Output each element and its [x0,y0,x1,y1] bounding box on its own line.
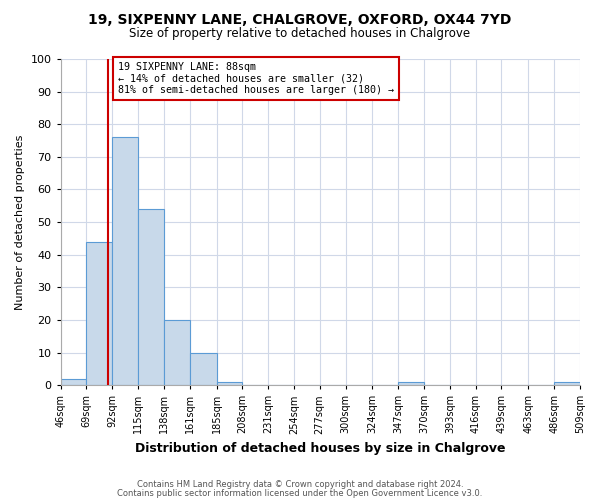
Text: Contains public sector information licensed under the Open Government Licence v3: Contains public sector information licen… [118,489,482,498]
Bar [398,382,424,385]
Bar [138,209,164,385]
Text: Contains HM Land Registry data © Crown copyright and database right 2024.: Contains HM Land Registry data © Crown c… [137,480,463,489]
Bar [86,242,112,385]
X-axis label: Distribution of detached houses by size in Chalgrove: Distribution of detached houses by size … [135,442,506,455]
Text: Size of property relative to detached houses in Chalgrove: Size of property relative to detached ho… [130,28,470,40]
Y-axis label: Number of detached properties: Number of detached properties [15,134,25,310]
Bar [61,378,86,385]
Bar [112,138,138,385]
Bar [217,382,242,385]
Bar [190,352,217,385]
Text: 19, SIXPENNY LANE, CHALGROVE, OXFORD, OX44 7YD: 19, SIXPENNY LANE, CHALGROVE, OXFORD, OX… [88,12,512,26]
Bar [554,382,580,385]
Bar [164,320,190,385]
Text: 19 SIXPENNY LANE: 88sqm
← 14% of detached houses are smaller (32)
81% of semi-de: 19 SIXPENNY LANE: 88sqm ← 14% of detache… [118,62,394,96]
